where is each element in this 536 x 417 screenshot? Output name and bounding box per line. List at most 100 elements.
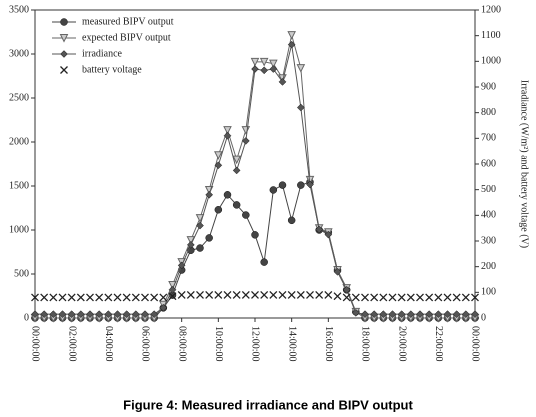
point [150, 293, 159, 302]
legend-label: irradiance [82, 48, 123, 59]
y2-tick-label: 700 [481, 133, 496, 144]
point [214, 161, 223, 170]
point [416, 310, 424, 319]
point [452, 310, 461, 319]
point [305, 175, 315, 185]
point [324, 290, 333, 299]
y-tick-label: 2500 [9, 92, 29, 103]
series-line [35, 44, 475, 315]
point [406, 310, 415, 319]
y2-tick-label: 1100 [481, 30, 501, 41]
point [232, 155, 241, 165]
point [196, 290, 204, 299]
point [397, 293, 406, 302]
point [297, 181, 305, 189]
point [260, 290, 269, 299]
point [461, 293, 470, 302]
y2-axis-label: Irradiance (W/m²) and battery voltage (V… [519, 80, 530, 248]
x-tick-label: 08:00:00 [176, 326, 187, 362]
y2-tick-label: 900 [481, 81, 496, 92]
x-tick-label: 00:00:00 [30, 326, 41, 362]
x-tick-label: 22:00:00 [433, 326, 444, 362]
point [471, 310, 479, 319]
point [168, 292, 177, 301]
x-tick-label: 04:00:00 [103, 326, 114, 362]
point [333, 267, 342, 276]
point [214, 151, 223, 160]
point [251, 65, 259, 73]
point [443, 293, 452, 302]
point [40, 310, 49, 319]
point [260, 66, 269, 75]
point [269, 186, 278, 194]
point [278, 78, 287, 86]
x-tick-label: 16:00:00 [323, 326, 334, 362]
x-tick-label: 02:00:00 [66, 326, 77, 362]
x-tick-label: 12:00:00 [250, 326, 261, 362]
point [223, 290, 232, 299]
point [214, 290, 223, 299]
caption: Figure 4: Measured irradiance and BIPV o… [123, 397, 413, 412]
point [104, 293, 113, 302]
point [388, 310, 397, 319]
point [388, 293, 397, 302]
point [122, 293, 131, 302]
point [168, 285, 177, 294]
y2-tick-label: 800 [481, 107, 496, 118]
point [205, 234, 213, 242]
point [49, 293, 58, 302]
point [113, 293, 122, 302]
point [278, 181, 287, 189]
point [324, 230, 333, 239]
point [95, 293, 104, 302]
point [287, 290, 296, 299]
y-tick-label: 1500 [9, 180, 29, 191]
point [296, 103, 305, 112]
point [76, 293, 85, 302]
point [269, 65, 278, 73]
point [31, 310, 39, 319]
point [342, 285, 351, 294]
x-tick-label: 18:00:00 [360, 326, 371, 362]
point [471, 293, 479, 302]
point [205, 290, 214, 299]
point [461, 310, 470, 319]
point [434, 310, 443, 319]
y2-tick-label: 100 [481, 287, 496, 298]
point [159, 293, 168, 302]
point [241, 126, 251, 135]
point [296, 290, 305, 299]
point [186, 240, 195, 249]
point [232, 290, 241, 299]
point [425, 310, 434, 319]
point [452, 293, 461, 302]
point [250, 57, 260, 67]
point [397, 310, 406, 319]
point [379, 293, 388, 302]
y2-tick-label: 300 [481, 235, 496, 246]
point [306, 290, 314, 299]
x-tick-label: 10:00:00 [213, 326, 224, 362]
point [141, 293, 149, 302]
point [232, 166, 241, 175]
legend-marker [60, 66, 68, 74]
x-tick-label: 00:00:00 [470, 326, 481, 362]
point [223, 126, 232, 135]
point [159, 303, 168, 312]
y2-tick-label: 600 [481, 158, 496, 169]
point [315, 225, 324, 234]
point [205, 190, 214, 199]
point [287, 31, 296, 40]
point [86, 293, 94, 302]
point [113, 310, 122, 319]
point [315, 290, 324, 299]
point [241, 290, 250, 299]
point [379, 310, 388, 319]
point [177, 261, 186, 270]
point [49, 310, 58, 319]
y2-tick-label: 1000 [481, 56, 501, 67]
legend-label: battery voltage [82, 64, 142, 75]
y2-tick-label: 1200 [481, 4, 501, 15]
point [287, 40, 296, 49]
